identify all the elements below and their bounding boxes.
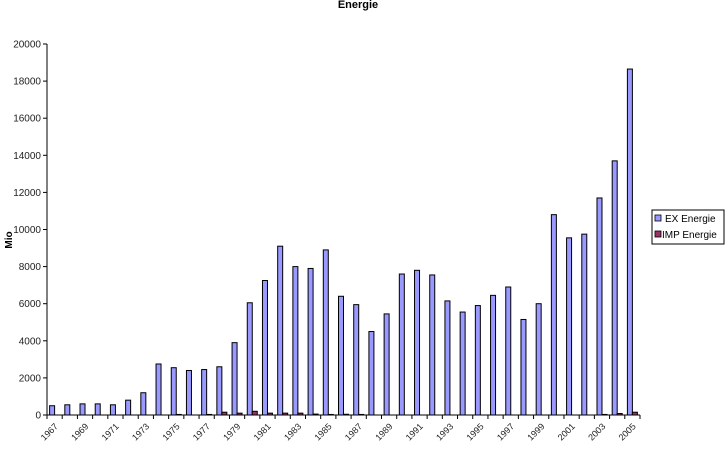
ex-bar-1996 — [490, 294, 497, 416]
ex-bar-2003 — [596, 197, 603, 416]
ex-bar-1997 — [505, 286, 512, 416]
y-tick-label: 18000 — [13, 77, 41, 88]
x-tick-label: 1981 — [252, 421, 273, 442]
legend-label-imp: IMP Energie — [662, 230, 717, 241]
x-tick-label: 2003 — [586, 421, 607, 442]
x-tick-label: 1999 — [525, 421, 546, 442]
ex-bar-1980 — [246, 302, 253, 416]
ex-bar-1973 — [140, 392, 147, 416]
ex-bar-1986 — [338, 295, 344, 416]
ex-bar-1990 — [398, 273, 405, 416]
y-axis-label: Mio — [4, 231, 15, 248]
x-tick-label: 1983 — [282, 421, 303, 442]
ex-bar-1999 — [535, 303, 542, 416]
ex-bar-1978 — [216, 366, 223, 416]
chart-title: Energie — [338, 0, 378, 11]
ex-bar-1992 — [429, 274, 436, 416]
legend-swatch-imp — [654, 230, 662, 238]
legend-swatch-ex — [654, 214, 662, 222]
y-tick-label: 10000 — [13, 225, 41, 236]
ex-bar-1975 — [170, 367, 177, 416]
legend-box — [651, 209, 725, 245]
ex-bar-1967 — [49, 405, 56, 416]
ex-bar-1988 — [368, 331, 375, 416]
y-tick-label: 20000 — [13, 40, 41, 51]
ex-bar-1981 — [261, 280, 268, 416]
y-tick-label: 2000 — [19, 373, 42, 384]
ex-bar-1994 — [459, 311, 466, 416]
ex-bar-1983 — [292, 266, 299, 416]
ex-bar-1979 — [231, 342, 238, 416]
ex-bar-1972 — [125, 399, 132, 416]
ex-bar-1974 — [155, 363, 162, 416]
x-tick-label: 1977 — [191, 421, 212, 442]
ex-bar-1985 — [322, 249, 329, 416]
x-tick-label: 1989 — [373, 421, 394, 442]
y-tick-label: 12000 — [13, 188, 41, 199]
x-tick-label: 2005 — [617, 421, 638, 442]
ex-bar-1989 — [383, 313, 390, 416]
x-tick-label: 1971 — [100, 421, 121, 442]
x-tick-label: 1979 — [221, 421, 242, 442]
ex-bar-1984 — [307, 267, 314, 416]
ex-bar-1976 — [185, 369, 192, 416]
x-tick-label: 1995 — [465, 421, 486, 442]
legend: EX Energie IMP Energie — [651, 209, 725, 245]
ex-bar-1991 — [414, 269, 421, 416]
x-tick-label: 1985 — [312, 421, 333, 442]
x-tick-label: 2001 — [556, 421, 577, 442]
x-tick-label: 1975 — [160, 421, 181, 442]
ex-bar-1977 — [201, 369, 208, 416]
x-tick-label: 1991 — [404, 421, 425, 442]
x-tick-label: 1997 — [495, 421, 516, 442]
legend-label-ex: EX Energie — [665, 214, 716, 225]
ex-bar-2004 — [611, 160, 618, 416]
ex-bar-1998 — [520, 318, 527, 416]
y-tick-label: 0 — [35, 411, 41, 422]
ex-bar-2000 — [550, 214, 557, 416]
y-tick-label: 8000 — [19, 262, 42, 273]
x-tick-label: 1987 — [343, 421, 364, 442]
ex-bar-2002 — [581, 233, 588, 416]
ex-bar-2001 — [566, 237, 573, 416]
x-tick-label: 1967 — [39, 421, 60, 442]
x-tick-label: 1969 — [69, 421, 90, 442]
ex-bar-1982 — [277, 245, 284, 416]
x-tick-label: 1993 — [434, 421, 455, 442]
ex-bar-1993 — [444, 300, 451, 416]
ex-bar-1971 — [109, 404, 116, 416]
ex-bar-1995 — [474, 305, 481, 416]
ex-bar-1970 — [94, 403, 101, 416]
ex-bar-1969 — [79, 403, 86, 416]
ex-bar-1968 — [64, 404, 71, 416]
x-tick-label: 1973 — [130, 421, 151, 442]
y-tick-label: 4000 — [19, 336, 42, 347]
y-tick-label: 6000 — [19, 299, 42, 310]
y-tick-label: 16000 — [13, 114, 41, 125]
plot-area: 0 2000 4000 6000 8000 10000 12000 14000 16000 180… — [13, 40, 641, 443]
ex-bar-1987 — [353, 304, 360, 416]
ex-bar-2005 — [626, 68, 633, 416]
imp-bar-1980 — [251, 410, 258, 416]
y-tick-label: 14000 — [13, 151, 41, 162]
